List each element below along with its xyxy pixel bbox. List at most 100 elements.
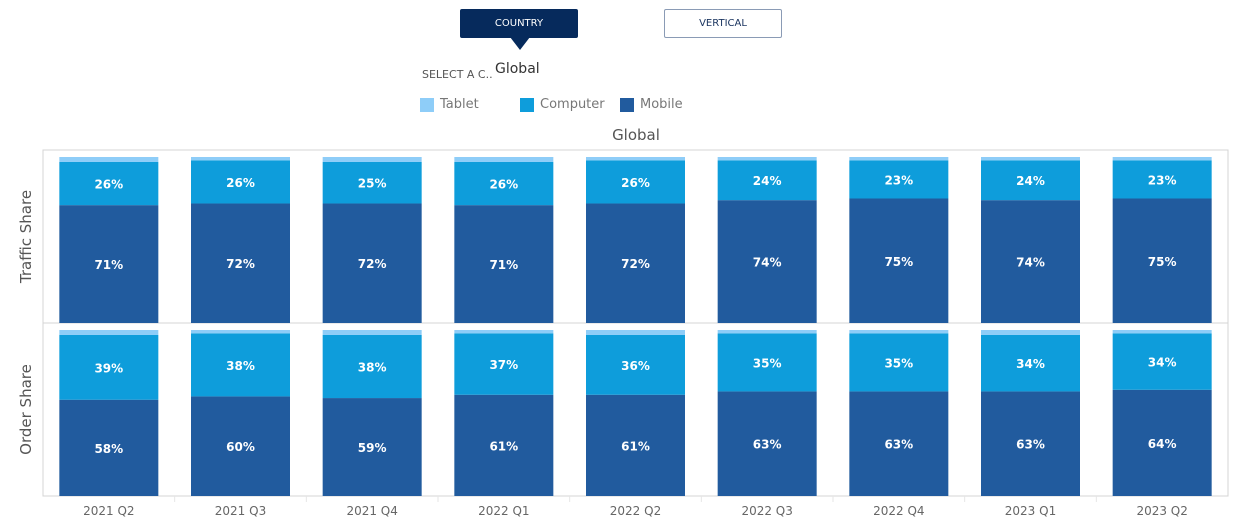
bar-mobile[interactable] [1112,198,1212,324]
bar-mobile[interactable] [322,203,422,323]
bar-tablet[interactable] [191,330,290,334]
bar-computer[interactable] [717,160,817,201]
x-tick-label: 2022 Q4 [873,504,924,518]
data-label: 26% [226,176,255,190]
data-label: 26% [621,176,650,190]
country-button-label: COUNTRY [494,18,544,29]
x-tick-label: 2021 Q4 [346,504,397,518]
country-selector-label: SELECT A C.. [422,68,493,81]
vertical-button[interactable]: VERTICAL [664,9,782,38]
bar-mobile[interactable] [454,394,554,496]
legend-item-computer[interactable]: Computer [520,97,605,112]
x-tick-label: 2021 Q2 [83,504,134,518]
data-label: 71% [94,258,123,272]
data-label: 26% [94,178,123,192]
data-label: 38% [226,359,255,373]
data-label: 58% [94,442,123,456]
bar-mobile[interactable] [59,205,159,323]
bar-tablet[interactable] [322,330,422,335]
bar-tablet[interactable] [454,157,554,162]
bar-tablet[interactable] [322,157,422,162]
y-axis-label: Traffic Share [17,190,35,284]
bar-computer[interactable] [849,333,949,392]
data-label: 38% [358,361,387,375]
data-label: 71% [489,258,518,272]
legend-label: Tablet [440,97,479,112]
bar-mobile[interactable] [981,391,1080,496]
bar-tablet[interactable] [586,157,685,161]
bar-tablet[interactable] [1112,157,1212,161]
data-label: 36% [621,359,650,373]
bar-mobile[interactable] [586,203,685,323]
legend-label: Mobile [640,97,683,112]
bar-computer[interactable] [981,160,1080,201]
bar-computer[interactable] [1112,333,1212,390]
bar-mobile[interactable] [191,396,290,496]
bar-tablet[interactable] [981,157,1080,161]
data-label: 24% [1016,174,1045,188]
bar-mobile[interactable] [191,203,290,323]
bar-computer[interactable] [59,161,159,206]
data-label: 35% [753,356,782,370]
bar-mobile[interactable] [717,391,817,496]
x-tick-label: 2023 Q2 [1136,504,1187,518]
bar-computer[interactable] [322,161,422,204]
bar-computer[interactable] [981,334,1080,392]
bar-computer[interactable] [586,334,685,395]
data-label: 75% [1148,255,1177,269]
bar-computer[interactable] [59,334,159,400]
data-label: 63% [1016,438,1045,452]
legend-label: Computer [540,97,605,112]
data-label: 37% [489,358,518,372]
bar-mobile[interactable] [849,198,949,324]
bar-tablet[interactable] [717,330,817,334]
bar-tablet[interactable] [586,330,685,335]
bar-mobile[interactable] [849,391,949,496]
bar-mobile[interactable] [59,399,159,496]
bar-computer[interactable] [454,333,554,395]
data-label: 63% [884,438,913,452]
bar-tablet[interactable] [454,330,554,334]
data-label: 34% [1016,357,1045,371]
bar-tablet[interactable] [981,330,1080,335]
bar-mobile[interactable] [322,398,422,496]
bar-computer[interactable] [191,160,290,204]
bar-computer[interactable] [586,160,685,204]
bar-computer[interactable] [454,161,554,206]
bar-tablet[interactable] [59,157,159,162]
data-label: 34% [1148,356,1177,370]
bar-tablet[interactable] [1112,330,1212,334]
country-selector-value[interactable]: Global [495,61,540,77]
bar-computer[interactable] [322,334,422,399]
bar-mobile[interactable] [586,394,685,496]
bar-mobile[interactable] [1112,389,1212,496]
bar-tablet[interactable] [849,330,949,334]
data-label: 59% [358,441,387,455]
bar-tablet[interactable] [191,157,290,161]
bar-computer[interactable] [191,333,290,397]
data-label: 26% [489,178,518,192]
data-label: 72% [226,257,255,271]
bar-mobile[interactable] [717,200,817,323]
vertical-button-label: VERTICAL [699,18,747,29]
bar-tablet[interactable] [717,157,817,161]
y-axis-label: Order Share [17,364,35,455]
legend-item-mobile[interactable]: Mobile [620,97,683,112]
bar-computer[interactable] [849,160,949,199]
country-button[interactable]: COUNTRY [460,9,578,50]
x-tick-label: 2023 Q1 [1005,504,1056,518]
legend-item-tablet[interactable]: Tablet [420,97,479,112]
data-label: 35% [884,356,913,370]
bar-mobile[interactable] [454,205,554,323]
bar-tablet[interactable] [59,330,159,335]
bar-tablet[interactable] [849,157,949,161]
bar-mobile[interactable] [981,200,1080,323]
computer-swatch [520,97,534,112]
data-label: 39% [94,361,123,375]
data-label: 60% [226,440,255,454]
bar-computer[interactable] [1112,160,1212,199]
bar-computer[interactable] [717,333,817,392]
data-label: 63% [753,438,782,452]
x-tick-label: 2022 Q3 [741,504,792,518]
